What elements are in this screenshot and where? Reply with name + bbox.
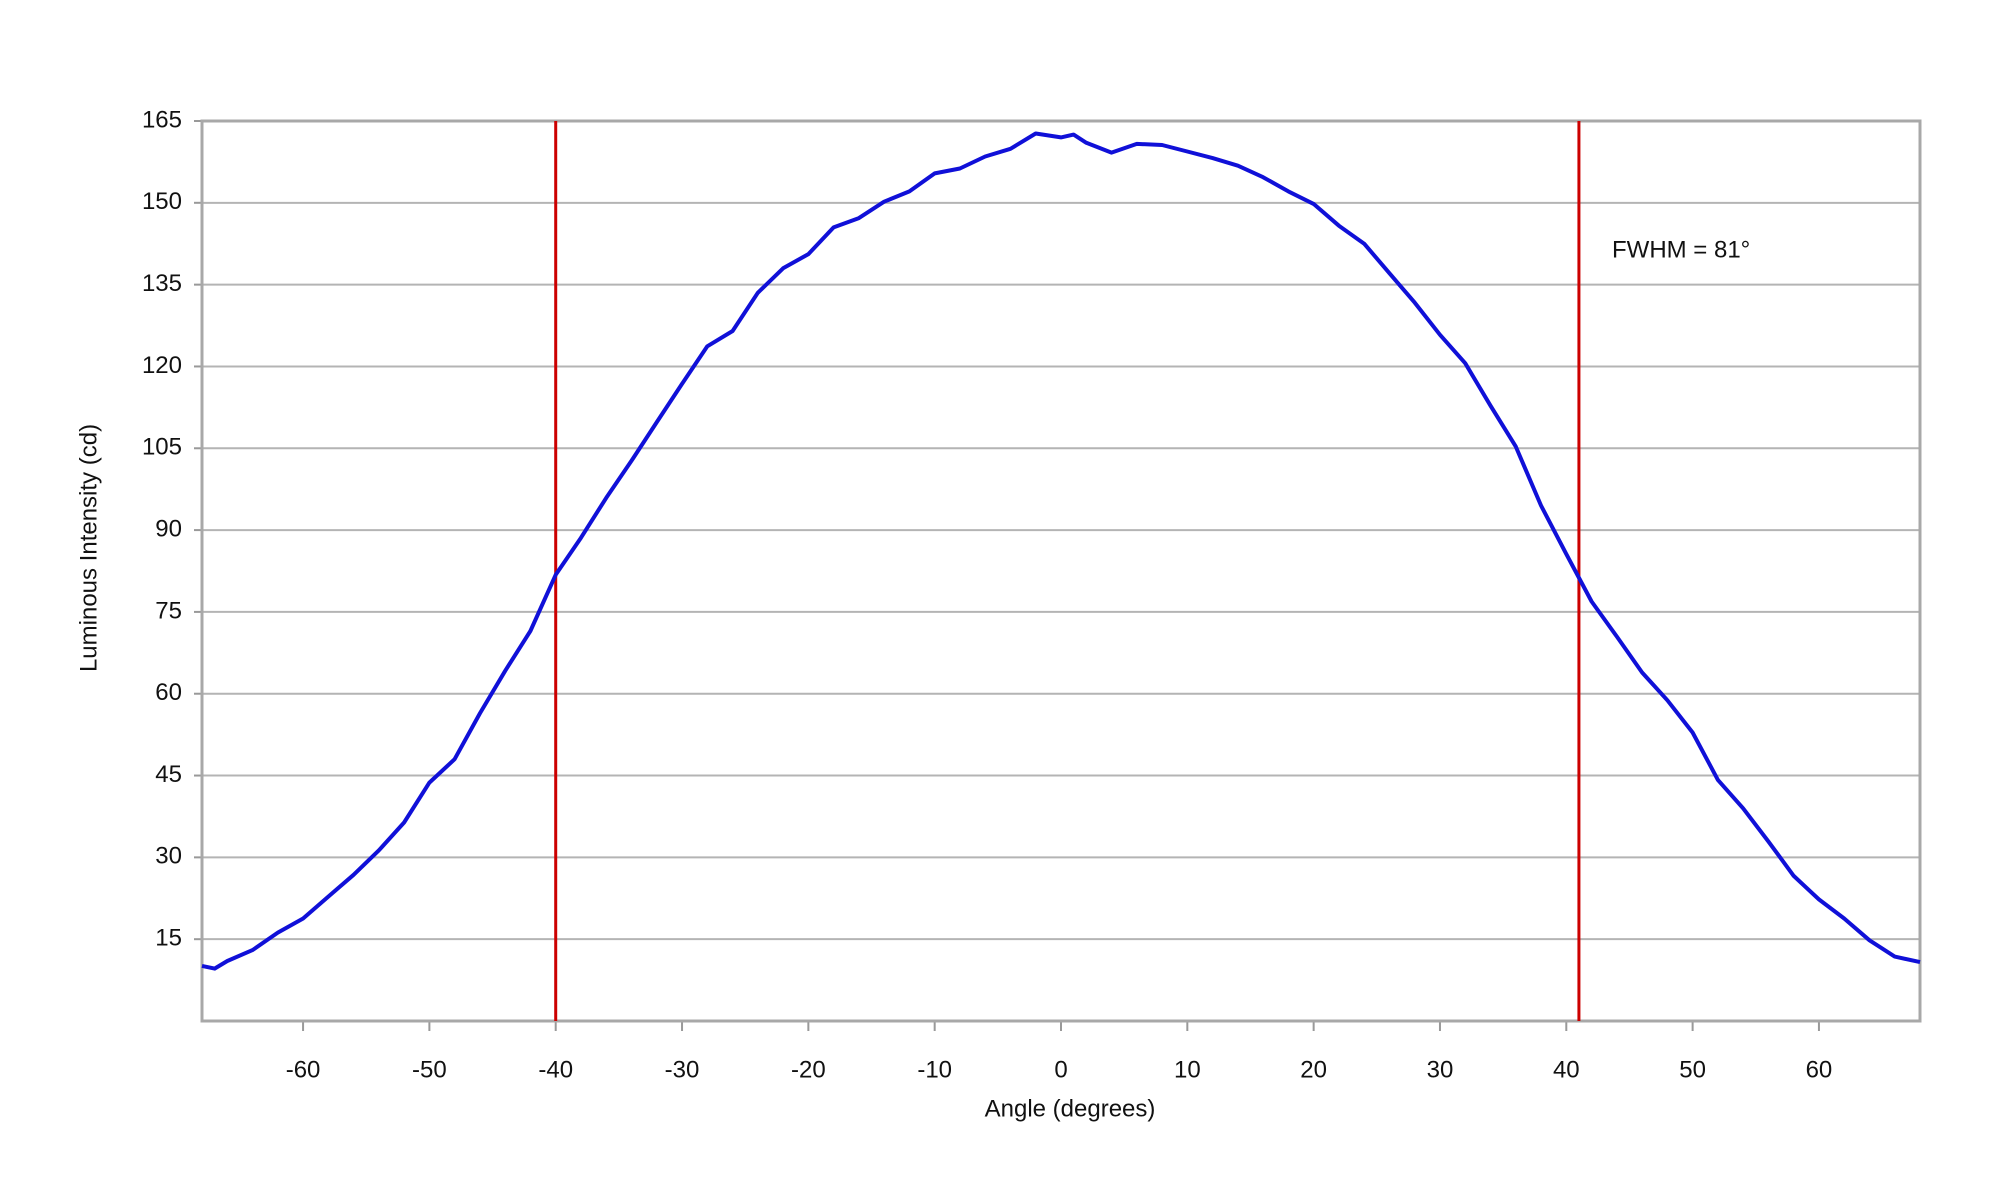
- x-axis-label: Angle (degrees): [985, 1095, 1156, 1122]
- plot-frame: [200, 119, 1922, 1023]
- x-tick-label: 40: [1553, 1056, 1580, 1083]
- y-tick-label: 120: [142, 352, 182, 379]
- x-tick-label: 0: [1054, 1056, 1067, 1083]
- x-tick-label: 50: [1679, 1056, 1706, 1083]
- y-tick-label: 60: [155, 679, 182, 706]
- y-tick-label: 30: [155, 843, 182, 870]
- y-axis-label: Luminous Intensity (cd): [75, 424, 102, 672]
- x-tick-label: -30: [665, 1056, 700, 1083]
- data-line: [201, 131, 1921, 971]
- x-tick-label: -10: [917, 1056, 952, 1083]
- x-tick-label: -20: [791, 1056, 826, 1083]
- y-tick-label: 150: [142, 188, 182, 215]
- x-tick-label: -60: [286, 1056, 321, 1083]
- y-tick-label: 105: [142, 434, 182, 461]
- x-tick-label: 10: [1174, 1056, 1201, 1083]
- x-tick-label: -50: [412, 1056, 447, 1083]
- y-tick-label: 90: [155, 515, 182, 542]
- x-tick-label: 60: [1806, 1056, 1833, 1083]
- y-tick-label: 45: [155, 761, 182, 788]
- y-tick-label: 165: [142, 106, 182, 133]
- annotation: FWHM = 81°: [1612, 236, 1750, 263]
- x-tick-label: -40: [538, 1056, 573, 1083]
- y-tick-label: 15: [155, 925, 182, 952]
- y-tick-label: 75: [155, 597, 182, 624]
- x-tick-label: 30: [1427, 1056, 1454, 1083]
- x-tick-label: 20: [1300, 1056, 1327, 1083]
- y-tick-label: 135: [142, 270, 182, 297]
